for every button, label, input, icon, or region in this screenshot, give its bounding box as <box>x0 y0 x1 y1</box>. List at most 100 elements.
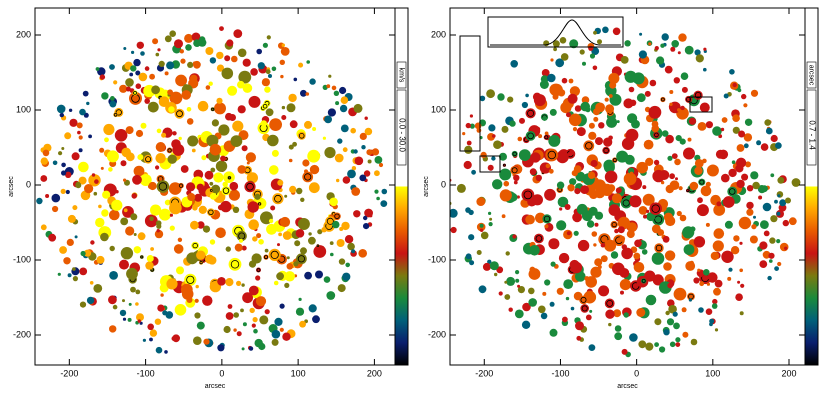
emission-blob <box>669 341 676 348</box>
emission-blob <box>716 201 722 207</box>
emission-blob <box>339 86 347 95</box>
blob-core <box>208 209 214 215</box>
emission-blob <box>129 91 142 105</box>
emission-blob <box>130 65 137 72</box>
emission-blob <box>538 134 543 139</box>
emission-blob <box>760 185 768 193</box>
emission-blob <box>350 127 357 134</box>
emission-blob <box>95 217 105 228</box>
emission-blob <box>94 179 99 184</box>
emission-blob <box>162 310 168 316</box>
emission-blob <box>56 104 66 114</box>
emission-blob <box>125 78 134 87</box>
emission-blob <box>550 261 556 267</box>
emission-blob <box>135 289 141 295</box>
emission-blob <box>746 201 754 210</box>
emission-blob <box>609 81 617 89</box>
emission-blob <box>774 199 778 204</box>
emission-blob <box>353 210 361 218</box>
emission-blob <box>250 68 258 76</box>
emission-blob <box>710 251 720 261</box>
blob-core <box>527 109 535 117</box>
emission-blob <box>595 137 603 146</box>
emission-blob <box>469 260 475 266</box>
emission-blob <box>277 243 280 247</box>
emission-blob <box>253 328 258 334</box>
emission-blob <box>645 294 657 306</box>
emission-blob <box>315 270 323 279</box>
emission-blob <box>561 77 568 84</box>
emission-blob <box>639 32 643 36</box>
emission-blob <box>713 204 726 216</box>
emission-blob <box>504 280 508 284</box>
emission-blob <box>532 92 542 102</box>
emission-blob <box>722 196 735 208</box>
emission-blob <box>574 292 581 300</box>
emission-blob <box>374 170 380 177</box>
emission-blob <box>711 303 718 309</box>
blob-core <box>209 188 213 192</box>
y-tick-label: -100 <box>428 254 446 264</box>
emission-blob <box>228 257 242 271</box>
emission-blob <box>550 58 554 62</box>
emission-blob <box>169 91 183 105</box>
emission-blob <box>699 102 710 113</box>
emission-blob <box>576 127 586 137</box>
emission-blob <box>696 204 709 217</box>
emission-blob <box>525 108 536 119</box>
emission-blob <box>638 340 647 349</box>
emission-blob <box>649 202 662 215</box>
emission-blob <box>242 58 251 67</box>
emission-blob <box>84 184 94 194</box>
emission-blob <box>769 237 776 244</box>
emission-blob <box>605 309 615 319</box>
emission-blob <box>79 108 86 116</box>
emission-blob <box>697 122 707 131</box>
emission-blob <box>791 178 801 187</box>
emission-blob <box>209 192 217 200</box>
emission-blob <box>487 164 494 171</box>
emission-blob <box>568 78 574 84</box>
emission-blob <box>305 92 310 96</box>
emission-blob <box>678 186 683 191</box>
emission-blob <box>279 59 285 65</box>
emission-blob <box>324 147 336 159</box>
x-tick-label: 100 <box>705 368 720 378</box>
emission-blob <box>528 298 537 307</box>
emission-blob <box>673 287 687 301</box>
emission-blob <box>214 173 220 179</box>
emission-blob <box>59 112 64 118</box>
emission-blob <box>669 173 675 180</box>
emission-blob <box>120 160 127 167</box>
emission-blob <box>638 206 648 215</box>
emission-blob <box>605 104 615 114</box>
emission-blob <box>559 207 563 211</box>
emission-blob <box>681 307 687 313</box>
emission-blob <box>721 117 728 123</box>
emission-blob <box>61 170 67 176</box>
emission-blob <box>694 49 701 56</box>
emission-blob <box>329 197 338 207</box>
emission-blob <box>331 85 337 91</box>
emission-blob <box>462 132 466 136</box>
emission-blob <box>489 261 499 271</box>
emission-blob <box>569 178 577 186</box>
blob-core <box>511 167 518 174</box>
emission-blob <box>723 93 729 99</box>
blob-core <box>178 183 184 188</box>
emission-blob <box>160 293 164 297</box>
emission-blob <box>271 149 279 157</box>
emission-blob <box>762 202 772 212</box>
emission-blob <box>529 168 537 176</box>
emission-blob <box>137 154 144 161</box>
emission-blob <box>186 182 196 192</box>
emission-blob <box>126 267 138 280</box>
emission-blob <box>218 124 230 136</box>
emission-blob <box>683 147 695 160</box>
emission-blob <box>769 259 773 263</box>
emission-blob <box>478 285 487 294</box>
emission-blob <box>109 209 120 221</box>
emission-blob <box>91 173 96 177</box>
emission-blob <box>65 189 70 195</box>
blob-core <box>655 244 663 252</box>
